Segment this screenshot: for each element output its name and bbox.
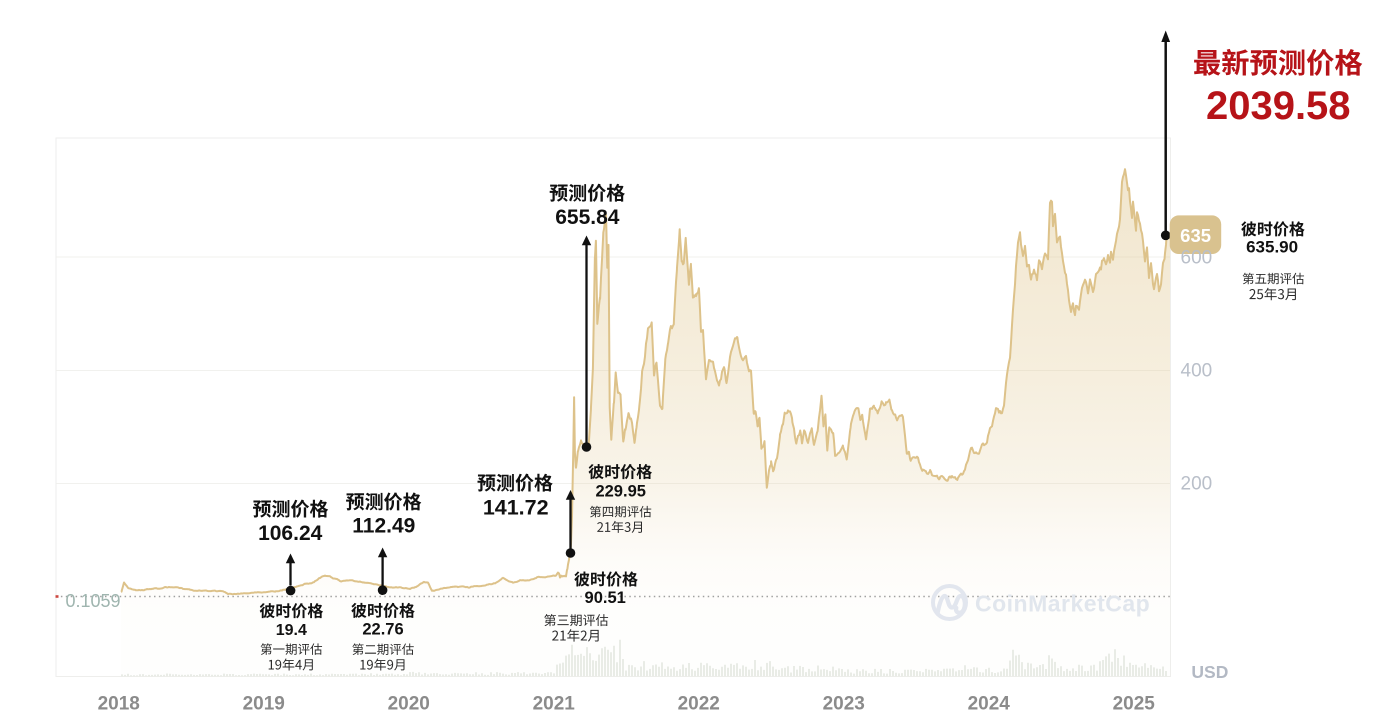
svg-text:600: 600	[1181, 247, 1213, 268]
svg-text:2020: 2020	[388, 693, 430, 714]
svg-text:655.84: 655.84	[555, 206, 620, 229]
svg-text:229.95: 229.95	[595, 482, 645, 500]
svg-text:200: 200	[1181, 473, 1213, 494]
svg-text:635: 635	[1180, 225, 1211, 246]
svg-text:2019: 2019	[243, 693, 285, 714]
svg-text:19.4: 19.4	[276, 622, 307, 639]
svg-text:400: 400	[1181, 360, 1213, 381]
svg-text:2024: 2024	[968, 693, 1011, 714]
svg-text:2018: 2018	[98, 693, 140, 714]
svg-text:2025: 2025	[1113, 693, 1156, 714]
svg-text:106.24: 106.24	[258, 522, 323, 545]
svg-text:CoinMarketCap: CoinMarketCap	[975, 591, 1150, 617]
svg-text:USD: USD	[1191, 662, 1228, 682]
svg-text:112.49: 112.49	[352, 514, 415, 537]
svg-text:0.1059: 0.1059	[66, 591, 121, 611]
svg-text:2039.58: 2039.58	[1206, 84, 1351, 128]
svg-text:2021: 2021	[533, 693, 576, 714]
svg-text:635.90: 635.90	[1246, 238, 1298, 257]
svg-text:22.76: 22.76	[362, 621, 403, 639]
svg-text:2023: 2023	[823, 693, 865, 714]
svg-text:141.72: 141.72	[483, 495, 549, 519]
svg-text:90.51: 90.51	[585, 589, 626, 607]
svg-text:2022: 2022	[678, 693, 720, 714]
